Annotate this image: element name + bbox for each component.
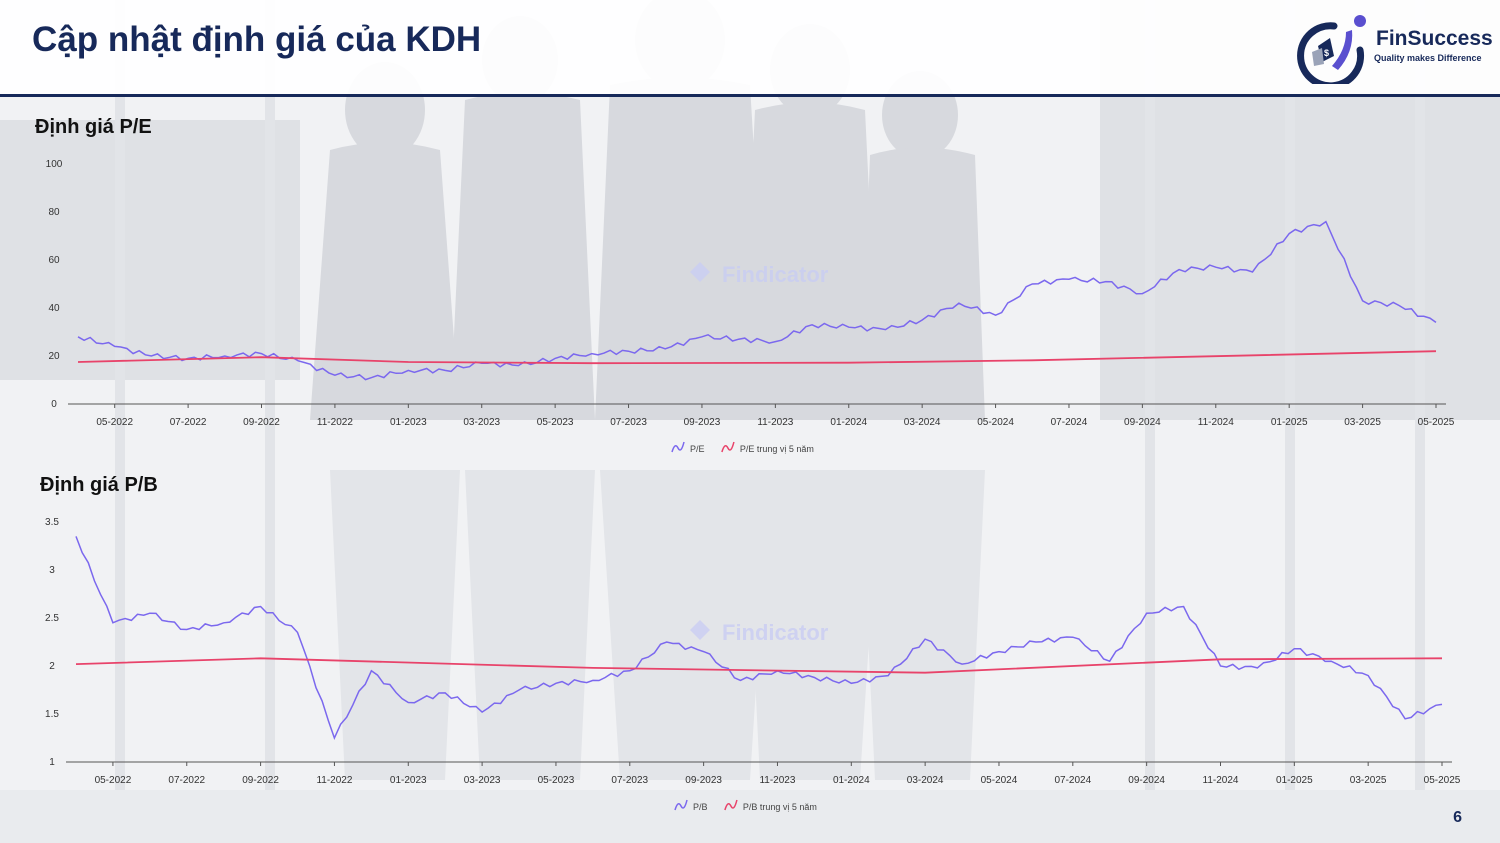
pb-x-tick-label: 07-2022 [168,775,205,786]
pb-x-tick-label: 05-2023 [538,775,575,786]
findicator-watermark: Findicator [722,262,829,287]
pb-x-tick-label: 07-2023 [611,775,648,786]
pe-x-tick-label: 11-2024 [1198,417,1234,428]
pb-x-tick-label: 09-2022 [242,775,279,786]
pb-x-tick-label: 11-2022 [316,775,352,786]
pe-x-tick-label: 05-2023 [537,417,574,428]
pb-x-tick-label: 03-2023 [464,775,501,786]
pb-x-tick-label: 01-2025 [1276,775,1313,786]
pe-section-title: Định giá P/E [35,116,152,138]
pe-legend-swatch [721,441,735,453]
findicator-watermark-icon [690,620,710,640]
pb-series-main-line [75,536,1443,741]
pb-y-tick-label: 3.5 [45,517,59,528]
pb-x-tick-label: 05-2022 [95,775,132,786]
finsuccess-logo-mark: $ [1297,15,1366,84]
header-bar: Cập nhật định giá của KDH $ FinSuccess Q… [0,0,1500,97]
pe-x-tick-label: 07-2024 [1051,417,1088,428]
pb-x-tick-label: 09-2023 [685,775,722,786]
pe-y-tick-label: 40 [48,303,60,314]
pe-x-tick-label: 11-2023 [757,417,793,428]
pb-x-tick-label: 05-2024 [981,775,1018,786]
pe-x-tick-label: 05-2024 [977,417,1014,428]
pe-legend-swatch [671,441,685,453]
pb-x-tick-label: 03-2024 [907,775,944,786]
pe-series-main-line [77,220,1437,381]
pb-y-tick-label: 1 [49,757,55,768]
pe-x-tick-label: 09-2024 [1124,417,1161,428]
pb-y-tick-label: 2.5 [45,613,59,624]
page-number: 6 [1453,809,1462,826]
page-title: Cập nhật định giá của KDH [32,20,482,59]
pe-y-tick-label: 60 [48,255,60,266]
pe-x-tick-label: 09-2023 [684,417,721,428]
pb-x-tick-label: 01-2023 [390,775,427,786]
pb-x-tick-label: 05-2025 [1424,775,1461,786]
pe-x-tick-label: 01-2023 [390,417,427,428]
pe-x-tick-label: 03-2024 [904,417,941,428]
pb-section-title: Định giá P/B [40,474,158,496]
pb-x-tick-label: 11-2024 [1203,775,1239,786]
findicator-watermark-icon [690,262,710,282]
svg-text:$: $ [1324,48,1329,58]
pb-chart: 1 1.5 2 2.5 3 3.5 05-2022 07-2022 09-2022 11-2022… [45,517,1461,812]
pe-x-tick-label: 03-2025 [1344,417,1381,428]
pe-legend-label: P/E [690,444,705,454]
pe-series-median-line [77,350,1437,365]
pb-legend-label: P/B trung vị 5 năm [743,802,817,812]
pb-x-tick-label: 07-2024 [1054,775,1091,786]
pe-x-tick-label: 01-2025 [1271,417,1308,428]
pe-x-tick-label: 11-2022 [317,417,353,428]
pe-y-tick-label: 100 [46,159,63,170]
finsuccess-logo: $ FinSuccess Quality makes Difference [1294,12,1494,84]
pb-x-tick-label: 09-2024 [1128,775,1165,786]
pb-y-tick-label: 2 [49,661,55,672]
pe-chart: 0 20 40 60 80 100 05-2022 07-2022 09-2022 11-2022… [46,159,1455,454]
pb-legend-label: P/B [693,802,708,812]
pb-series-median-line [75,657,1443,674]
logo-name: FinSuccess [1376,27,1493,50]
pb-legend-swatch [724,799,738,811]
pb-x-tick-label: 03-2025 [1350,775,1387,786]
pb-y-tick-label: 3 [49,565,55,576]
pe-y-tick-label: 20 [48,351,60,362]
pe-x-tick-label: 07-2023 [610,417,647,428]
logo-tagline: Quality makes Difference [1374,53,1482,63]
pe-x-tick-label: 01-2024 [830,417,867,428]
pe-x-tick-label: 07-2022 [170,417,207,428]
findicator-watermark: Findicator [722,620,829,645]
pb-x-tick-label: 01-2024 [833,775,870,786]
pb-y-tick-label: 1.5 [45,709,59,720]
pe-legend-label: P/E trung vị 5 năm [740,444,814,454]
pe-x-tick-label: 03-2023 [463,417,500,428]
pb-x-tick-label: 11-2023 [759,775,795,786]
pe-x-tick-label: 05-2025 [1418,417,1455,428]
pe-x-tick-label: 09-2022 [243,417,280,428]
pe-y-tick-label: 0 [51,399,57,410]
pb-legend-swatch [674,799,688,811]
pe-x-tick-label: 05-2022 [96,417,133,428]
pe-y-tick-label: 80 [48,207,60,218]
